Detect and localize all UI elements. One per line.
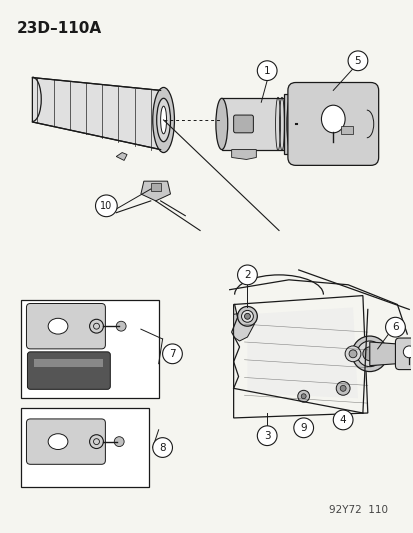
Polygon shape [247, 308, 357, 398]
Polygon shape [32, 78, 160, 150]
Circle shape [257, 426, 276, 446]
Circle shape [301, 394, 305, 399]
FancyBboxPatch shape [394, 338, 413, 369]
Polygon shape [233, 311, 254, 341]
Bar [21, 408, 148, 487]
Bar [283, 94, 291, 154]
Circle shape [344, 346, 360, 362]
Bar [340, 126, 352, 134]
Text: 92Y72  110: 92Y72 110 [328, 505, 387, 515]
FancyBboxPatch shape [27, 352, 110, 389]
Ellipse shape [156, 98, 170, 142]
Bar [34, 359, 103, 367]
Circle shape [257, 61, 276, 80]
Text: 1: 1 [263, 66, 270, 76]
Text: 5: 5 [354, 56, 361, 66]
Polygon shape [369, 342, 396, 366]
Ellipse shape [320, 105, 344, 133]
Circle shape [114, 437, 124, 447]
Ellipse shape [215, 98, 227, 150]
FancyBboxPatch shape [26, 303, 105, 349]
Ellipse shape [48, 434, 68, 449]
Circle shape [297, 390, 309, 402]
Text: 10: 10 [100, 201, 112, 211]
Ellipse shape [286, 94, 296, 154]
Text: 8: 8 [159, 442, 166, 453]
Circle shape [339, 385, 345, 391]
Circle shape [237, 265, 257, 285]
Circle shape [293, 418, 313, 438]
Circle shape [116, 321, 126, 331]
Circle shape [241, 310, 253, 322]
Ellipse shape [160, 106, 166, 134]
Ellipse shape [48, 318, 68, 334]
Text: 6: 6 [391, 322, 398, 332]
Circle shape [385, 317, 404, 337]
Text: 9: 9 [300, 423, 306, 433]
Bar [21, 300, 158, 398]
Polygon shape [140, 181, 170, 201]
Circle shape [402, 346, 413, 358]
Circle shape [244, 313, 250, 319]
Text: 3: 3 [263, 431, 270, 441]
Circle shape [332, 410, 352, 430]
Circle shape [95, 195, 117, 217]
Bar [150, 183, 160, 191]
Circle shape [351, 336, 387, 372]
Text: 7: 7 [169, 349, 176, 359]
Circle shape [152, 438, 172, 457]
Ellipse shape [152, 87, 174, 152]
Polygon shape [231, 150, 256, 159]
Circle shape [162, 344, 182, 364]
Circle shape [335, 382, 349, 395]
Polygon shape [116, 152, 127, 160]
Text: 23D–110A: 23D–110A [17, 21, 102, 36]
Circle shape [347, 51, 367, 71]
Circle shape [348, 350, 356, 358]
Text: 2: 2 [244, 270, 250, 280]
Bar [221, 98, 283, 150]
FancyBboxPatch shape [287, 83, 378, 165]
Circle shape [237, 306, 257, 326]
FancyBboxPatch shape [26, 419, 105, 464]
Circle shape [356, 341, 382, 367]
Circle shape [362, 347, 376, 361]
Text: 4: 4 [339, 415, 346, 425]
FancyBboxPatch shape [233, 115, 253, 133]
